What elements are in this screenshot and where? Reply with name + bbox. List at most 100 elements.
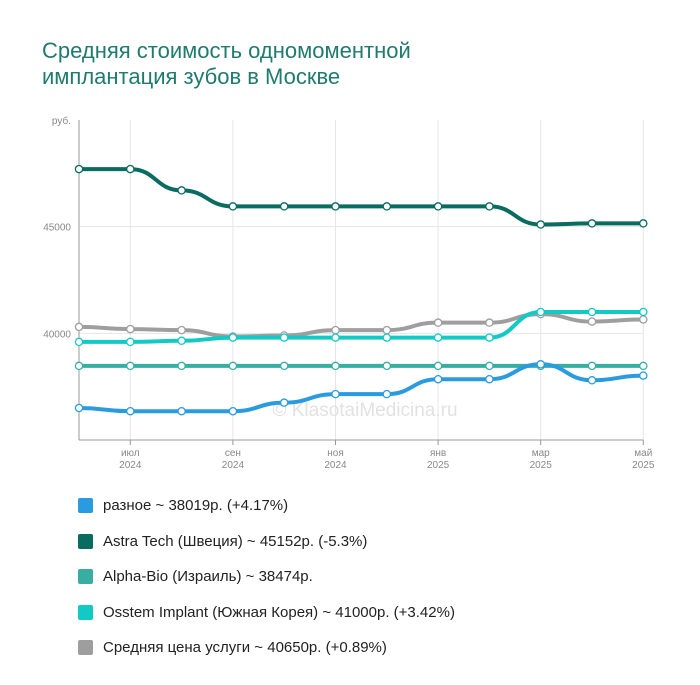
- series-line: [77, 167, 646, 227]
- y-tick-label: 40000: [43, 329, 71, 340]
- data-point: [74, 403, 84, 413]
- data-point: [279, 398, 289, 407]
- legend-label: Astra Tech (Швеция) ~ 45152р. (-5.3%): [103, 532, 368, 550]
- legend-item: Astra Tech (Швеция) ~ 45152р. (-5.3%): [78, 524, 455, 560]
- data-point: [485, 333, 494, 342]
- data-point: [126, 164, 135, 174]
- y-axis: 40000 45000 руб.: [43, 115, 80, 440]
- data-point: [177, 325, 186, 335]
- data-point: [126, 324, 135, 334]
- data-point: [279, 361, 289, 371]
- data-point: [74, 164, 84, 174]
- data-point: [177, 186, 186, 195]
- data-point: [433, 333, 443, 342]
- legend-item: Alpha-Bio (Израиль) ~ 38474р.: [78, 559, 455, 595]
- legend-label: разное ~ 38019р. (+4.17%): [103, 497, 289, 515]
- legend-item: Osstem Implant (Южная Корея) ~ 41000р. (…: [78, 595, 455, 631]
- x-tick-label-month: ноя: [327, 448, 344, 459]
- x-tick-label-year: 2024: [324, 460, 347, 471]
- data-point: [433, 202, 443, 211]
- legend-swatch: [78, 640, 93, 656]
- data-point: [587, 361, 597, 371]
- x-axis: июл2024сен2024ноя2024янв2025мар2025май20…: [79, 439, 655, 471]
- data-point: [228, 333, 238, 342]
- data-point: [177, 406, 186, 416]
- data-point: [587, 219, 597, 228]
- data-point: [331, 389, 340, 399]
- data-point: [126, 337, 135, 347]
- data-point: [639, 361, 648, 371]
- data-point: [536, 360, 545, 369]
- data-point: [279, 202, 289, 211]
- data-point: [331, 325, 340, 335]
- data-point: [74, 337, 84, 347]
- data-point: [279, 333, 289, 342]
- data-point: [74, 322, 84, 332]
- chart-legend: разное ~ 38019р. (+4.17%) Astra Tech (Шв…: [78, 488, 455, 666]
- x-tick-label-month: июл: [121, 448, 140, 459]
- chart-title: Средняя стоимость одномоментной импланта…: [42, 38, 602, 90]
- legend-swatch: [78, 533, 93, 549]
- x-tick-label-year: 2025: [530, 460, 553, 471]
- data-point: [177, 361, 186, 371]
- x-tick-label-year: 2024: [222, 460, 245, 471]
- data-point: [639, 315, 648, 324]
- series-line: [77, 312, 646, 339]
- data-point: [485, 318, 494, 327]
- y-axis-label: руб.: [52, 115, 71, 127]
- data-point: [126, 361, 135, 371]
- legend-label: Alpha-Bio (Израиль) ~ 38474р.: [103, 568, 313, 586]
- chart-title-line-1: Средняя стоимость одномоментной: [42, 38, 411, 63]
- x-tick-label-year: 2025: [632, 460, 655, 471]
- series-points: [74, 164, 648, 416]
- data-point: [228, 406, 238, 416]
- data-point: [485, 202, 494, 211]
- x-tick-label-month: янв: [430, 448, 446, 459]
- x-tick-label-month: май: [634, 448, 652, 459]
- legend-label: Средняя цена услуги ~ 40650р. (+0.89%): [103, 639, 387, 657]
- data-point: [433, 361, 443, 371]
- data-point: [331, 333, 340, 342]
- data-point: [382, 333, 392, 342]
- legend-swatch: [78, 569, 93, 585]
- x-tick-label-month: сен: [225, 448, 241, 459]
- series-line: [77, 309, 646, 344]
- data-point: [382, 202, 392, 211]
- data-point: [639, 307, 648, 317]
- y-tick-label: 45000: [43, 223, 71, 234]
- data-point: [228, 361, 238, 371]
- data-point: [382, 325, 392, 335]
- legend-label: Osstem Implant (Южная Корея) ~ 41000р. (…: [103, 603, 455, 621]
- data-point: [382, 389, 392, 399]
- legend-item: Средняя цена услуги ~ 40650р. (+0.89%): [78, 630, 455, 666]
- data-point: [587, 376, 597, 385]
- data-point: [433, 374, 443, 384]
- data-point: [331, 202, 340, 211]
- chart-grid: [79, 120, 644, 440]
- data-point: [433, 318, 443, 327]
- x-tick-label-year: 2025: [427, 460, 450, 471]
- series-lines: [77, 167, 646, 414]
- x-tick-label-month: мар: [532, 448, 550, 459]
- data-point: [382, 361, 392, 371]
- data-point: [485, 374, 494, 384]
- data-point: [177, 336, 186, 346]
- legend-swatch: [78, 498, 93, 514]
- data-point: [587, 317, 597, 326]
- data-point: [74, 361, 84, 371]
- data-point: [587, 307, 597, 317]
- data-point: [228, 202, 238, 211]
- data-point: [536, 220, 545, 229]
- chart-title-line-2: имплантация зубов в Москве: [42, 64, 341, 89]
- data-point: [536, 307, 545, 317]
- watermark-text: © KlasotaiMedicina.ru: [272, 400, 457, 421]
- x-tick-label-year: 2024: [119, 460, 142, 471]
- data-point: [126, 406, 135, 416]
- data-point: [639, 219, 648, 228]
- data-point: [485, 361, 494, 371]
- data-point: [639, 371, 648, 380]
- legend-item: разное ~ 38019р. (+4.17%): [78, 488, 455, 524]
- data-point: [331, 361, 340, 371]
- legend-swatch: [78, 604, 93, 620]
